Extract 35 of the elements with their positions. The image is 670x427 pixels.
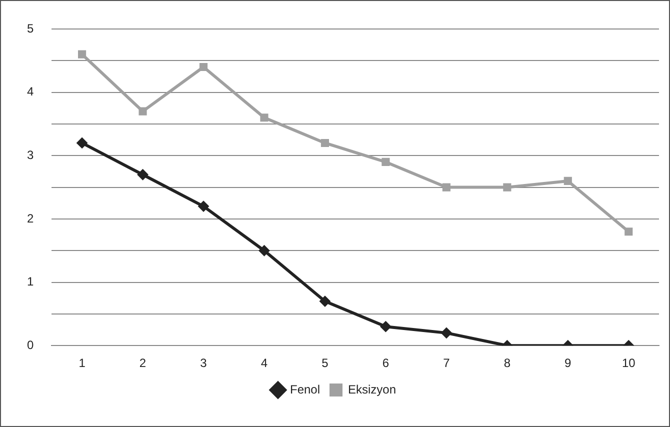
x-tick-label: 1 (78, 356, 86, 370)
legend-label: Eksizyon (348, 382, 396, 396)
point (442, 183, 450, 192)
point (138, 107, 147, 116)
x-tick-label: 2 (139, 356, 146, 370)
x-tick-label: 9 (564, 356, 572, 370)
point (503, 183, 512, 192)
x-tick-label: 8 (504, 356, 511, 370)
point (258, 245, 270, 256)
point (320, 138, 330, 148)
point (380, 321, 392, 332)
x-tick-label: 6 (382, 356, 390, 370)
x-tick-label: 5 (322, 356, 329, 370)
y-tick-label: 5 (26, 21, 34, 36)
x-tick-label: 3 (200, 356, 208, 370)
y-tick-label: 3 (26, 148, 34, 162)
point (564, 176, 572, 186)
point (624, 228, 633, 236)
point (137, 169, 148, 180)
point (78, 50, 86, 58)
point (76, 137, 88, 148)
point (440, 327, 452, 338)
legend-label: Fenol (290, 382, 320, 396)
point (260, 114, 268, 122)
x-tick-label: 10 (622, 356, 636, 370)
x-tick-label: 7 (443, 356, 450, 370)
y-tick-label: 2 (26, 211, 34, 226)
y-tick-label: 0 (26, 338, 34, 352)
point (382, 158, 390, 166)
point (198, 200, 210, 212)
y-tick-label: 4 (26, 84, 34, 99)
y-tick-label: 1 (26, 274, 34, 289)
point (319, 296, 330, 307)
point (199, 62, 208, 72)
x-tick-label: 4 (260, 356, 268, 370)
